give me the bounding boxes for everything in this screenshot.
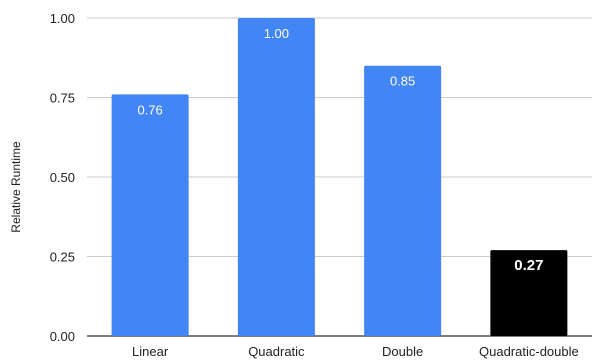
y-axis-label: Relative Runtime xyxy=(9,141,23,233)
category-label: Quadratic-double xyxy=(479,344,579,359)
y-tick-label: 0.50 xyxy=(50,170,75,185)
data-label: 1.00 xyxy=(264,26,289,41)
category-label: Linear xyxy=(132,344,169,359)
bar-double xyxy=(364,65,442,336)
category-labels: Linear Quadratic Double Quadratic-double xyxy=(132,344,579,359)
category-label: Quadratic xyxy=(248,344,305,359)
bars xyxy=(111,18,568,336)
bar-quadratic xyxy=(237,18,315,336)
data-label: 0.27 xyxy=(514,257,543,274)
data-label: 0.76 xyxy=(137,102,162,117)
bar-quadratic-double xyxy=(490,250,568,336)
y-tick-labels: 0.00 0.25 0.50 0.75 1.00 xyxy=(50,11,75,344)
y-tick-label: 0.75 xyxy=(50,91,75,106)
data-label: 0.85 xyxy=(390,74,415,89)
data-labels: 0.76 1.00 0.85 0.27 xyxy=(137,26,543,274)
y-tick-label: 0.00 xyxy=(50,329,75,344)
y-tick-label: 0.25 xyxy=(50,250,75,265)
y-tick-label: 1.00 xyxy=(50,11,75,26)
category-label: Double xyxy=(382,344,423,359)
bar-linear xyxy=(111,94,189,336)
